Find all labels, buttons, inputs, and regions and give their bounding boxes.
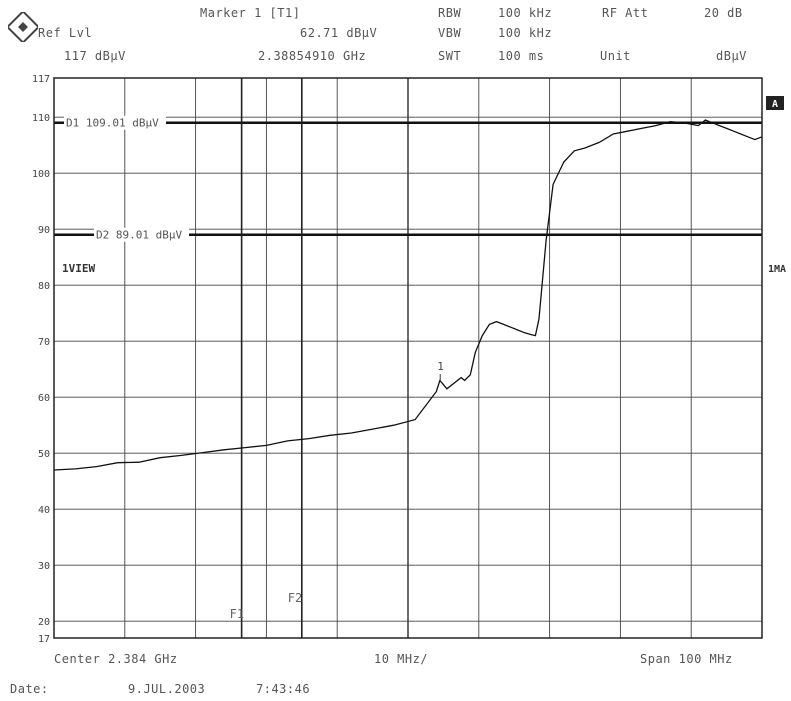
d2-label-bg — [94, 227, 189, 242]
y-tick-label: 40 — [38, 505, 50, 516]
rohde-schwarz-logo-icon — [6, 10, 40, 46]
rf-att-value: 20 dB — [704, 6, 743, 20]
time-value: 7:43:46 — [256, 682, 311, 696]
d2-label: D2 89.01 dBµV — [96, 229, 182, 242]
rbw-value: 100 kHz — [498, 6, 553, 20]
marker-number: 1 — [437, 360, 444, 373]
marker-level: 62.71 dBµV — [300, 26, 378, 40]
grid — [54, 78, 762, 638]
spectrum-trace — [53, 119, 763, 471]
y-tick-label: 70 — [38, 337, 50, 348]
annotations: D1 109.01 dBµV D2 89.01 dBµV F1 F2 1 1VIEW A 1M… — [62, 96, 786, 621]
y-tick-label: 30 — [38, 561, 50, 572]
plot-frame — [53, 77, 763, 639]
right-side-tag: 1MA — [768, 264, 786, 275]
y-tick-label: 117 — [32, 74, 50, 85]
y-tick-label: 100 — [32, 169, 50, 180]
ref-lvl-label: Ref Lvl — [38, 26, 93, 40]
center-frequency: Center 2.384 GHz — [54, 652, 178, 666]
y-tick-labels: 17 20 30 40 50 60 70 80 90 100 110 117 — [32, 74, 50, 645]
y-tick-label: 17 — [38, 634, 50, 645]
f2-label: F2 — [288, 591, 302, 605]
vbw-value: 100 kHz — [498, 26, 553, 40]
vbw-label: VBW — [438, 26, 462, 40]
d1-label-bg — [64, 115, 166, 130]
trace-a-badge-label: A — [772, 99, 778, 110]
span-value: Span 100 MHz — [640, 652, 733, 666]
y-tick-label: 20 — [38, 617, 50, 628]
y-tick-label: 110 — [32, 113, 50, 124]
rbw-label: RBW — [438, 6, 462, 20]
y-tick-label: 60 — [38, 393, 50, 404]
y-tick-label: 50 — [38, 449, 50, 460]
d1-label: D1 109.01 dBµV — [66, 117, 159, 130]
swt-label: SWT — [438, 49, 462, 63]
rf-att-label: RF Att — [602, 6, 649, 20]
view-label: 1VIEW — [62, 262, 95, 275]
unit-label: Unit — [600, 49, 631, 63]
date-value: 9.JUL.2003 — [128, 682, 206, 696]
unit-value: dBµV — [716, 49, 747, 63]
marker-frequency: 2.38854910 GHz — [258, 49, 367, 63]
division-width: 10 MHz/ — [374, 652, 429, 666]
swt-value: 100 ms — [498, 49, 545, 63]
marker-label: Marker 1 [T1] — [200, 6, 301, 20]
trace-a-badge — [766, 96, 784, 110]
ref-lvl-value: 117 dBµV — [64, 49, 126, 63]
date-label: Date: — [10, 682, 49, 696]
f1-label: F1 — [230, 607, 244, 621]
y-tick-label: 80 — [38, 281, 50, 292]
y-tick-label: 90 — [38, 225, 50, 236]
